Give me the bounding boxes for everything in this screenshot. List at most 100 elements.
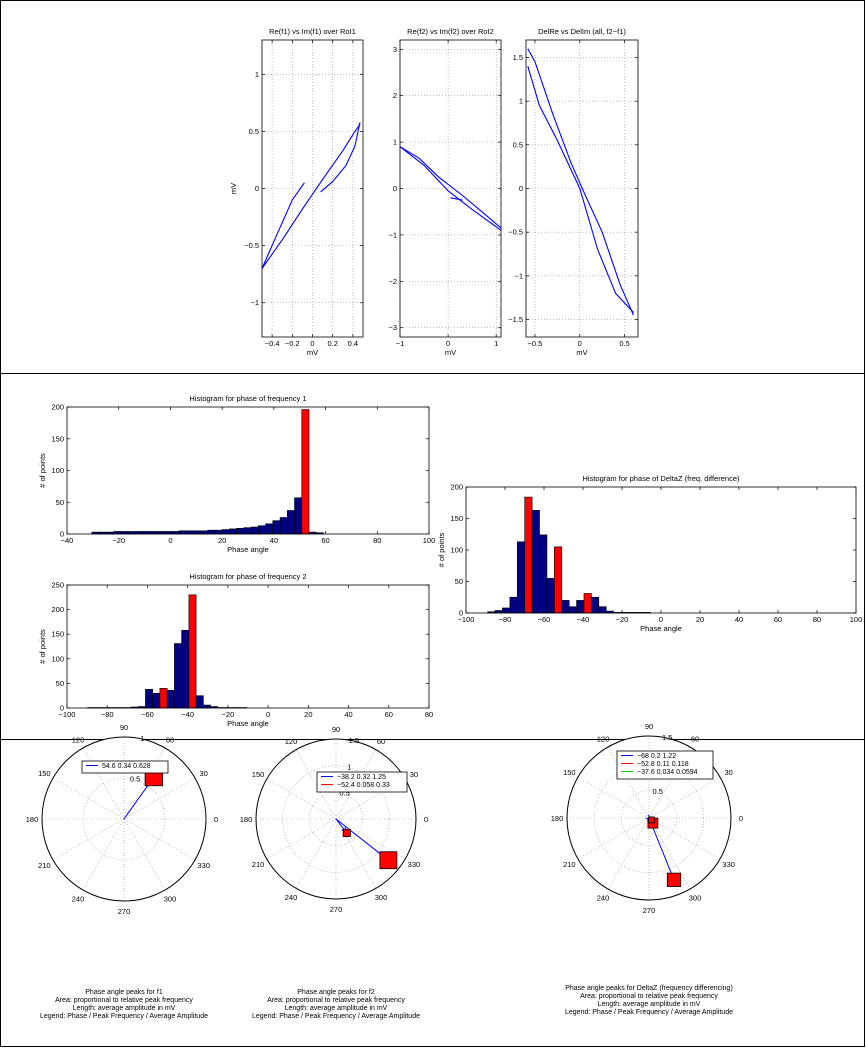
x-axis-label: mV — [576, 348, 587, 357]
histogram-bar — [200, 530, 208, 535]
x-tick-label: 40 — [735, 615, 743, 624]
x-axis-label: Phase angle — [227, 545, 269, 554]
polar-radius-label: 1.5 — [349, 736, 359, 745]
x-tick-label: −20 — [616, 615, 629, 624]
x-tick-label: −1 — [396, 339, 405, 348]
x-tick-label: 20 — [218, 536, 226, 545]
polar-radius-label: 1.5 — [662, 733, 672, 742]
x-tick-label: 60 — [385, 710, 393, 719]
y-axis-label: # of points — [437, 532, 446, 567]
x-tick-label: 0 — [446, 339, 450, 348]
x-axis-label: mV — [445, 348, 456, 357]
x-tick-label: −40 — [181, 710, 194, 719]
x-tick-label: 80 — [425, 710, 433, 719]
histogram-bar — [214, 529, 223, 535]
histogram-bar — [287, 510, 295, 535]
polar-angle-label: 210 — [38, 861, 51, 870]
polar-angle-label: 90 — [120, 723, 128, 732]
histogram-bar — [516, 541, 525, 614]
y-tick-label: 150 — [450, 514, 463, 523]
legend-entry: −52.8 0.11 0.118 — [637, 761, 689, 768]
y-axis-label: mV — [229, 183, 238, 194]
polar-radius-label: 0.5 — [130, 775, 140, 784]
polar-caption: Phase angle peaks for f1 — [85, 989, 163, 996]
x-tick-label: 1 — [494, 339, 498, 348]
y-tick-label: 1 — [255, 70, 259, 79]
histogram-bar — [258, 525, 266, 535]
histogram-bar — [195, 695, 204, 709]
y-tick-label: 200 — [51, 403, 64, 412]
histogram-bar — [294, 497, 303, 535]
histogram-bar-peak — [301, 409, 310, 535]
peak-marker — [342, 828, 351, 837]
chart-title: Histogram for phase of frequency 2 — [189, 572, 306, 581]
x-tick-label: −80 — [101, 710, 114, 719]
polar-angle-label: 90 — [332, 725, 340, 734]
polar-caption: Phase angle peaks for f2 — [297, 989, 375, 996]
x-tick-label: 100 — [850, 615, 863, 624]
y-tick-label: 0 — [60, 530, 64, 539]
y-tick-label: 1.5 — [513, 53, 523, 62]
polar-caption: Length: average amplitude in mV — [73, 1005, 176, 1012]
plot-area — [67, 585, 429, 708]
polar-angle-label: 270 — [330, 905, 343, 914]
x-tick-label: 60 — [321, 536, 329, 545]
x-tick-label: −80 — [499, 615, 512, 624]
histogram-bar-peak — [159, 688, 168, 709]
histogram-bar — [236, 527, 245, 535]
histogram-bar — [598, 606, 607, 614]
polar-angle-label: 300 — [375, 893, 388, 902]
polar-angle-label: 0 — [214, 815, 218, 824]
polar-spoke — [335, 818, 377, 889]
polar-outer-ring — [41, 736, 207, 902]
x-tick-label: 0.2 — [327, 339, 337, 348]
polar-spoke — [266, 778, 337, 820]
histogram-bar — [181, 629, 190, 709]
polar-ring — [309, 792, 363, 846]
histogram-bar — [576, 600, 585, 614]
x-tick-label: −40 — [577, 615, 590, 624]
y-tick-label: 100 — [450, 546, 463, 555]
x-tick-label: 0 — [659, 615, 663, 624]
polar-caption: Legend: Phase / Peak Frequency / Average… — [565, 1009, 733, 1016]
axes-frame — [66, 584, 430, 709]
polar-angle-label: 120 — [597, 734, 610, 743]
series-line — [527, 66, 634, 313]
y-axis-label: # of points — [38, 629, 47, 664]
polar-spoke — [266, 818, 337, 860]
histogram-bar — [166, 689, 175, 709]
polar-caption: Area: proportional to relative peak freq… — [267, 997, 405, 1004]
polar-angle-label: 180 — [26, 815, 39, 824]
legend-entry: −37.6 0.034 0.0594 — [637, 769, 698, 776]
histogram-bar — [229, 528, 237, 535]
x-tick-label: −0.4 — [265, 339, 280, 348]
polar-angle-label: 90 — [645, 722, 653, 731]
y-tick-label: 100 — [51, 654, 64, 663]
polar-radius-label: 1 — [347, 762, 351, 771]
peak-marker — [379, 851, 398, 870]
legend-entry: −38.2 0.32 1.25 — [337, 774, 386, 781]
histogram-bar — [185, 530, 194, 535]
series-line — [261, 182, 305, 269]
legend-entry: −68 0.2 1.22 — [637, 753, 676, 760]
histogram-bar — [250, 526, 259, 535]
y-tick-label: 200 — [51, 605, 64, 614]
x-tick-label: 100 — [423, 536, 436, 545]
y-tick-label: −0.5 — [244, 241, 259, 250]
chart-title: Histogram for phase of DeltaZ (freq. dif… — [582, 474, 740, 483]
histogram-bar-peak — [554, 546, 563, 614]
polar-radius-label: 1 — [140, 734, 144, 743]
histogram-bar — [152, 692, 161, 709]
x-tick-label: 0 — [578, 339, 582, 348]
polar-angle-label: 60 — [377, 737, 385, 746]
polar-angle-label: 30 — [200, 769, 208, 778]
polar-angle-label: 210 — [252, 860, 265, 869]
histogram-bar-peak — [188, 594, 197, 709]
polar-outer-ring — [566, 735, 732, 901]
histogram-bar — [192, 530, 201, 535]
x-tick-label: 80 — [373, 536, 381, 545]
y-tick-label: 100 — [51, 466, 64, 475]
polar-angle-label: 0 — [424, 815, 428, 824]
x-tick-label: 0.4 — [348, 339, 358, 348]
x-tick-label: −0.2 — [285, 339, 300, 348]
